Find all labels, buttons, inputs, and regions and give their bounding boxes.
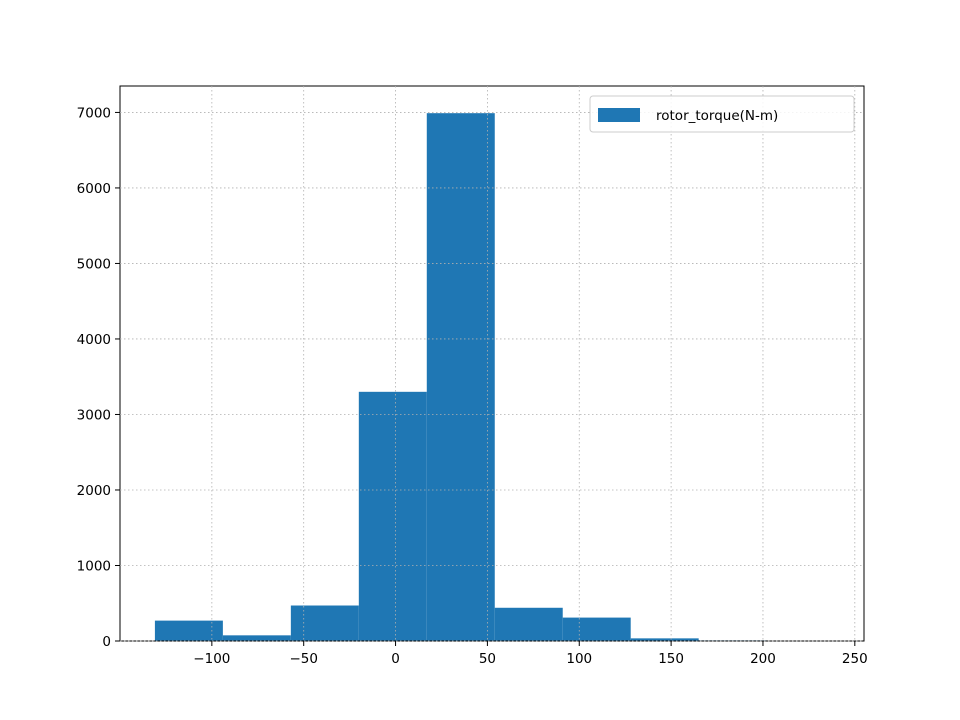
y-tick-label: 1000 <box>77 558 111 574</box>
y-tick-label: 7000 <box>77 105 111 121</box>
x-tick-label: −50 <box>289 651 318 667</box>
x-tick-label: 0 <box>391 651 400 667</box>
histogram-bar <box>290 605 359 641</box>
histogram-bar <box>562 617 631 641</box>
histogram-bar <box>358 391 427 641</box>
histogram-bar <box>630 638 699 641</box>
legend-box <box>589 95 855 133</box>
bars-layer <box>154 113 835 642</box>
histogram-bar <box>426 113 495 642</box>
y-tick-label: 4000 <box>77 332 111 348</box>
legend-swatch <box>598 108 640 122</box>
legend-label: rotor_torque(N-m) <box>656 108 778 124</box>
legend: rotor_torque(N-m) <box>589 95 855 133</box>
y-tick-label: 3000 <box>77 407 111 423</box>
y-tick-label: 2000 <box>77 483 111 499</box>
x-tick-label: 100 <box>566 651 592 667</box>
histogram-bar <box>222 635 291 641</box>
histogram-bar <box>154 620 223 641</box>
y-tick-label: 0 <box>102 634 111 650</box>
x-tick-label: 200 <box>750 651 776 667</box>
y-tick-label: 6000 <box>77 181 111 197</box>
ticks-layer: −100 −50 0 50 100 150 200 250 0 1000 2000 3000 4000 5… <box>77 86 868 667</box>
x-tick-label: 150 <box>658 651 684 667</box>
histogram-bar <box>494 607 563 641</box>
x-tick-label: 250 <box>842 651 868 667</box>
x-tick-label: 50 <box>479 651 496 667</box>
y-tick-label: 5000 <box>77 256 111 272</box>
x-tick-label: −100 <box>193 651 230 667</box>
